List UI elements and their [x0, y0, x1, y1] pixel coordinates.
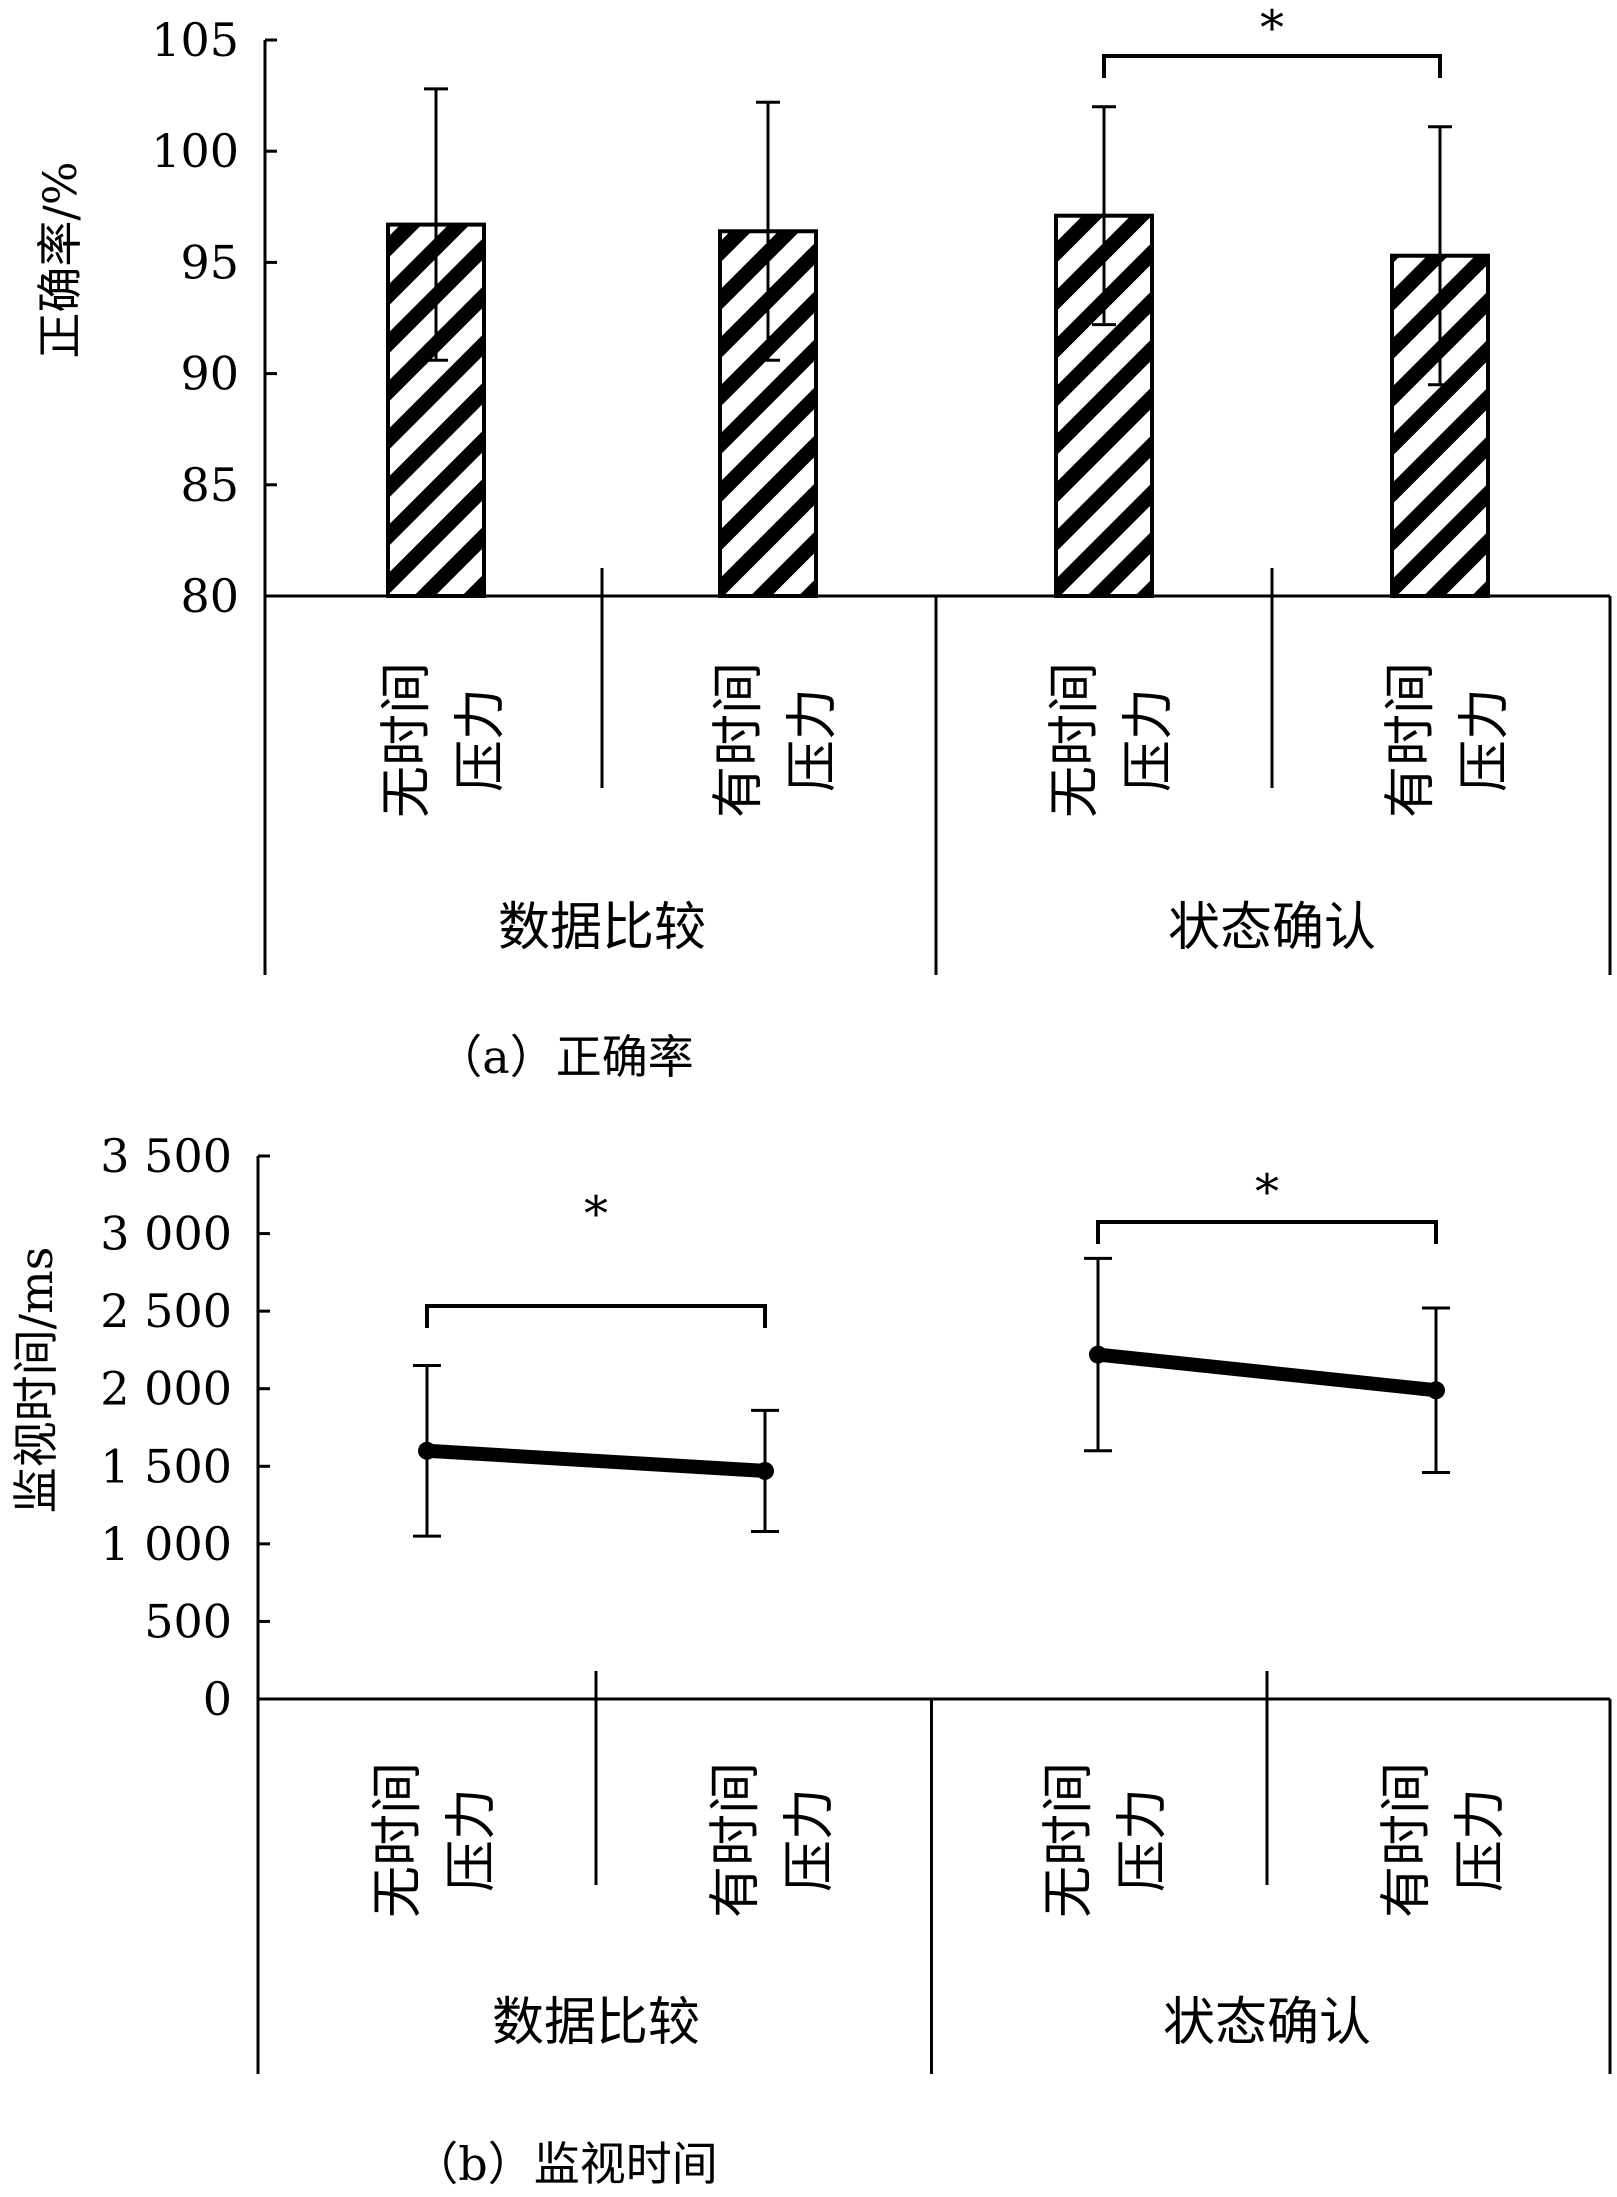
category-label-line: 压力: [1113, 1788, 1173, 1892]
category-label-line: 压力: [451, 688, 511, 792]
y-tick-label: 2 000: [100, 1362, 232, 1416]
category-label-line: 压力: [1451, 1788, 1511, 1892]
category-label-line: 压力: [780, 1788, 840, 1892]
significance-bracket: [1102, 54, 1442, 78]
category-label-line: 有时间: [1381, 662, 1441, 818]
y-tick-label: 105: [151, 13, 239, 67]
data-point: [418, 1441, 436, 1460]
y-tick-label: 1 000: [100, 1517, 232, 1571]
category-label: 有时间 压力: [706, 1762, 840, 1918]
category-label: 有时间 压力: [1381, 662, 1515, 818]
y-tick-label: 1 500: [100, 1439, 232, 1493]
chart-b-plot: 05001 0001 5002 0002 5003 0003 500无时间 压力有…: [100, 1129, 1612, 2074]
category-label-line: 压力: [783, 688, 843, 792]
y-tick-label: 90: [180, 347, 239, 401]
category-label: 有时间 压力: [1377, 1762, 1511, 1918]
significance-bracket: [1096, 1220, 1438, 1244]
y-tick-label: 0: [203, 1672, 232, 1726]
y-tick-label: 2 500: [100, 1284, 232, 1338]
category-label-line: 有时间: [706, 1762, 766, 1918]
y-tick-label: 95: [180, 235, 239, 289]
category-label-line: 无时间: [368, 1762, 428, 1918]
category-label-line: 无时间: [377, 662, 437, 818]
y-tick-label: 85: [180, 458, 239, 512]
category-label-line: 无时间: [1045, 662, 1105, 818]
series-line: [420, 1443, 772, 1478]
y-tick-label: 80: [180, 569, 239, 623]
group-label: 数据比较: [498, 898, 706, 958]
chart-b-ylabel: 监视时间/ms: [9, 1247, 63, 1514]
y-tick-label: 100: [151, 124, 239, 178]
chart-b-caption: （b）监视时间: [412, 2137, 717, 2191]
chart-a-caption: （a）正确率: [436, 1030, 693, 1084]
group-label: 数据比较: [492, 1993, 700, 2053]
y-tick-label: 3 500: [100, 1129, 232, 1183]
category-label-line: 有时间: [709, 662, 769, 818]
category-label-line: 压力: [1119, 688, 1179, 792]
chart-b: 监视时间/ms （b）监视时间: [9, 1247, 718, 2191]
category-label-line: 有时间: [1377, 1762, 1437, 1918]
category-label: 有时间 压力: [709, 662, 843, 818]
significance-marker: *: [1260, 0, 1284, 56]
significance-marker: *: [584, 1186, 608, 1242]
category-label: 无时间 压力: [368, 1762, 502, 1918]
chart-a: 正确率/% （a）正确率: [33, 161, 694, 1084]
data-point: [1089, 1345, 1107, 1364]
y-tick-label: 3 000: [100, 1207, 232, 1261]
category-label: 无时间 压力: [1045, 662, 1179, 818]
y-tick-label: 500: [144, 1594, 232, 1648]
category-label: 无时间 压力: [377, 662, 511, 818]
category-label-line: 无时间: [1039, 1762, 1099, 1918]
data-point: [756, 1461, 774, 1480]
group-label: 状态确认: [1163, 1993, 1371, 2053]
chart-a-ylabel: 正确率/%: [33, 161, 87, 358]
category-label-line: 压力: [442, 1788, 502, 1892]
data-point: [1427, 1381, 1445, 1400]
significance-marker: *: [1255, 1164, 1279, 1220]
category-label: 无时间 压力: [1039, 1762, 1173, 1918]
group-label: 状态确认: [1168, 898, 1376, 958]
significance-bracket: [425, 1304, 767, 1328]
category-label-line: 压力: [1455, 688, 1515, 792]
series-line: [1091, 1347, 1443, 1398]
